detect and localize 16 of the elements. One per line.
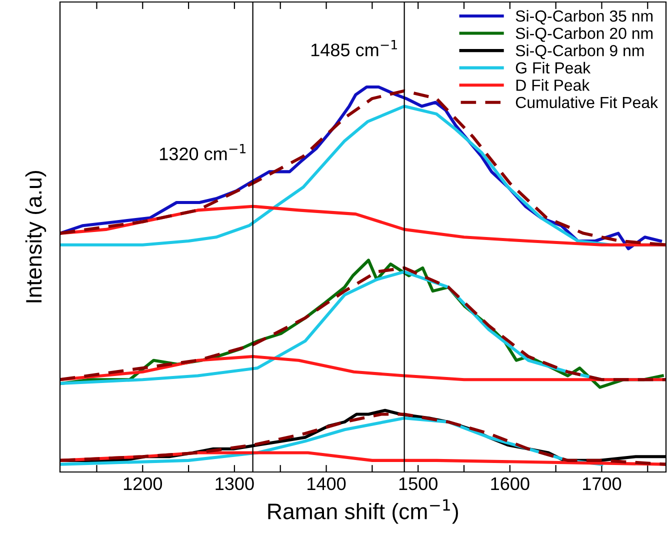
legend-label: Si-Q-Carbon 20 nm (516, 27, 653, 42)
x-tick-label: 1600 (491, 477, 530, 490)
legend-label: D Fit Peak (516, 79, 590, 91)
x-tick-label: 1300 (216, 477, 254, 490)
legend-label: Si-Q-Carbon 9 nm (516, 44, 644, 60)
x-tick-label: 1400 (308, 477, 346, 490)
x-tick-label: 1200 (124, 477, 162, 490)
legend-label: Si-Q-Carbon 35 nm (516, 10, 653, 25)
legend-label: G Fit Peak (516, 62, 591, 74)
x-axis-title: Raman shift (cm$^{−1}$) (268, 499, 458, 524)
y-axis-title: Intensity (a.u) (25, 171, 46, 302)
ref-line-label: 1320 cm$^{−1}$ (160, 144, 246, 160)
x-tick-label: 1700 (583, 477, 622, 490)
legend-label: Cumulative Fit Peak (516, 96, 658, 108)
x-tick-label: 1500 (399, 477, 438, 490)
ref-line-label: 1485 cm$^{−1}$ (311, 40, 397, 56)
